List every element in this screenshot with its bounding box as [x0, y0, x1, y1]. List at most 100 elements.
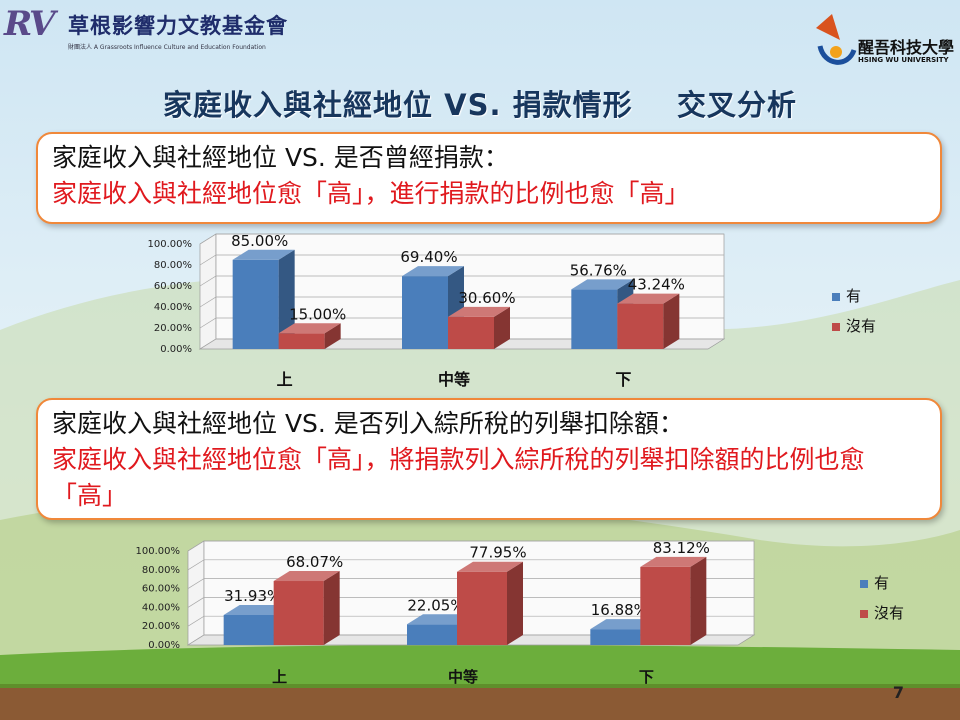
bar [457, 561, 523, 645]
bar-top [278, 323, 341, 334]
data-label: 16.88% [591, 601, 648, 619]
y-tick-label: 80.00% [154, 260, 192, 271]
bar-front [223, 614, 274, 645]
page-number: 7 [892, 683, 904, 702]
data-label: 68.07% [286, 553, 343, 571]
bar-top [402, 266, 464, 277]
gridline [199, 338, 724, 350]
chart-side-wall [187, 540, 205, 646]
data-label: 77.95% [469, 544, 526, 562]
category-label: 上 [272, 668, 287, 686]
y-tick-label: 80.00% [142, 565, 180, 576]
bar [617, 293, 680, 349]
legend-swatch [832, 293, 840, 301]
legend-swatch [832, 323, 840, 331]
bar [640, 556, 707, 645]
bar-front [402, 276, 448, 349]
y-tick-label: 60.00% [154, 281, 192, 292]
bar-front [590, 629, 641, 645]
bar-front [448, 316, 494, 349]
y-tick-label: 100.00% [148, 239, 193, 250]
foundation-logo-subtitle: 財團法人 A Grassroots Influence Culture and … [68, 44, 266, 51]
data-label: 83.12% [653, 539, 710, 557]
y-tick-label: 20.00% [154, 323, 192, 334]
gridline [187, 559, 754, 571]
y-tick-label: 0.00% [160, 344, 192, 355]
y-tick-label: 100.00% [136, 546, 181, 557]
gridline [199, 275, 724, 287]
legend-swatch [860, 610, 868, 618]
y-tick-label: 0.00% [148, 640, 180, 651]
bar-side [324, 323, 341, 349]
bar-top [617, 293, 680, 304]
bar-top [223, 604, 290, 615]
legend-label: 沒有 [874, 604, 904, 622]
gridline [187, 597, 754, 608]
gridline [187, 634, 754, 646]
bar-side [278, 249, 295, 349]
university-logo-name: 醒吾科技大學 [858, 38, 955, 57]
legend-label: 沒有 [846, 317, 876, 335]
gridline [199, 317, 724, 329]
finding-answer: 家庭收入與社經地位愈「高」，將捐款列入綜所稅的列舉扣除額的比例也愈「高」 [52, 445, 865, 510]
bar [232, 249, 295, 349]
data-label: 15.00% [289, 305, 346, 323]
slide-title: 家庭收入與社經地位 VS. 捐款情形 交叉分析 [163, 88, 797, 122]
bar-front [273, 581, 324, 645]
legend-label: 有 [874, 574, 889, 592]
legend-swatch [860, 580, 868, 588]
data-label: 30.60% [458, 289, 515, 307]
finding-box-donation: 家庭收入與社經地位 VS. 是否曾經捐款： 家庭收入與社經地位愈「高」，進行捐款… [36, 132, 942, 224]
data-label: 43.24% [628, 276, 685, 294]
bar-front [571, 289, 618, 349]
data-label: 69.40% [400, 248, 457, 266]
gridline [199, 296, 724, 308]
bar-front [617, 303, 664, 349]
gridline [187, 540, 754, 552]
bar-front [232, 259, 279, 349]
bar [448, 306, 510, 349]
y-tick-label: 60.00% [142, 584, 180, 595]
data-label: 22.05% [407, 596, 464, 614]
bar-side [663, 293, 680, 349]
gridline [199, 254, 724, 266]
data-label: 31.93% [224, 587, 281, 605]
bar-top [640, 556, 707, 567]
bar-top [273, 571, 340, 582]
bar-front [407, 624, 457, 645]
bar-front [640, 566, 691, 645]
bar-side [323, 571, 340, 645]
university-logo: 醒吾科技大學 HSING WU UNIVERSITY [802, 0, 955, 80]
bar-side [507, 561, 523, 645]
category-label: 下 [639, 668, 654, 686]
bar-front [457, 571, 507, 645]
university-emblem-icon [816, 14, 857, 65]
y-tick-label: 40.00% [154, 302, 192, 313]
bar [278, 323, 341, 349]
university-logo-subtitle: HSING WU UNIVERSITY [858, 56, 949, 64]
data-label: 56.76% [570, 261, 627, 279]
bar-front [278, 333, 325, 349]
legend-label: 有 [846, 287, 861, 305]
bar [273, 571, 340, 645]
foundation-logo-name: 草根影響力文教基金會 [68, 14, 288, 38]
finding-box-tax-deduction: 家庭收入與社經地位 VS. 是否列入綜所稅的列舉扣除額： 家庭收入與社經地位愈「… [36, 398, 942, 520]
bar-top [457, 561, 523, 572]
bar [402, 266, 464, 349]
foundation-logo: RV 草根影響力文教基金會 財團法人 A Grassroots Influenc… [0, 0, 287, 60]
gridline [199, 233, 724, 245]
finding-question: 家庭收入與社經地位 VS. 是否列入綜所稅的列舉扣除額： [52, 409, 684, 438]
data-label: 85.00% [231, 232, 288, 250]
finding-question: 家庭收入與社經地位 VS. 是否曾經捐款： [52, 143, 509, 172]
bar-top [448, 306, 510, 317]
gridline [187, 615, 754, 627]
bar-top [407, 614, 473, 625]
finding-answer: 家庭收入與社經地位愈「高」，進行捐款的比例也愈「高」 [52, 179, 690, 208]
y-tick-label: 20.00% [142, 621, 180, 632]
bar-top [590, 619, 657, 630]
category-label: 下 [615, 370, 631, 389]
category-label: 中等 [438, 370, 470, 389]
foundation-logo-mark: RV [4, 4, 55, 44]
